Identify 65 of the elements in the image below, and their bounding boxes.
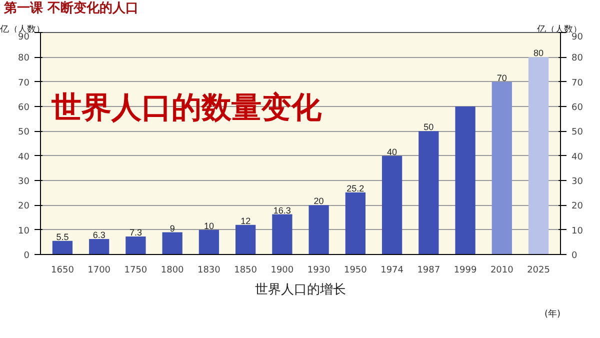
y-tick-label: 30 bbox=[18, 177, 30, 187]
y2-tick-label: 30 bbox=[572, 177, 584, 187]
y2-tick-label: 40 bbox=[572, 152, 584, 162]
y-tick-label: 10 bbox=[18, 226, 30, 236]
data-label: 10 bbox=[204, 220, 214, 231]
x-tick-label: 1950 bbox=[344, 266, 368, 276]
y2-tick-label: 80 bbox=[572, 54, 584, 64]
text: 世界人口的数量变化 bbox=[50, 90, 322, 126]
bar bbox=[162, 232, 182, 254]
data-label: 40 bbox=[387, 146, 398, 157]
y2-tick-label: 70 bbox=[572, 78, 584, 88]
data-label: 9 bbox=[170, 223, 175, 234]
x-tick-label: 2010 bbox=[490, 266, 514, 276]
y2-tick-label: 20 bbox=[572, 202, 584, 212]
data-label: 12 bbox=[240, 216, 251, 226]
y-tick-label: 20 bbox=[18, 202, 30, 212]
y2-tick-label: 50 bbox=[572, 128, 584, 138]
bar bbox=[492, 82, 512, 254]
text: 世界人口的增长 bbox=[255, 282, 346, 298]
x-tick-label: 1700 bbox=[88, 266, 111, 276]
y2-tick-label: 90 bbox=[572, 32, 584, 42]
bar bbox=[308, 205, 329, 254]
bar bbox=[455, 106, 476, 254]
y-tick-label: 40 bbox=[18, 152, 30, 162]
y2-tick-label: 60 bbox=[572, 103, 584, 113]
y-tick-label: 50 bbox=[18, 128, 30, 138]
bar bbox=[418, 131, 439, 254]
x-tick-label: 1999 bbox=[454, 266, 478, 276]
y-tick-label: 80 bbox=[18, 54, 30, 64]
data-label: 25.2 bbox=[346, 183, 364, 194]
x-tick-label: 1650 bbox=[51, 266, 74, 276]
data-label: 80 bbox=[534, 48, 544, 58]
bar bbox=[89, 238, 110, 254]
x-tick-label: 1830 bbox=[198, 266, 221, 276]
x-tick-label: 1987 bbox=[417, 266, 440, 276]
chart-title: 第一课 不断变化的人口 bbox=[4, 1, 139, 16]
bar bbox=[52, 240, 73, 254]
bar bbox=[345, 192, 366, 254]
y2-tick-label: 0 bbox=[572, 251, 578, 261]
data-label: 7.3 bbox=[129, 227, 142, 238]
x-tick-label: 1850 bbox=[234, 266, 258, 276]
x-tick-label: 1750 bbox=[124, 266, 148, 276]
x-axis-title: (年) bbox=[544, 308, 561, 320]
bar bbox=[382, 156, 402, 254]
data-label: 6.3 bbox=[92, 230, 106, 240]
data-label: 50 bbox=[424, 122, 434, 132]
y-tick-label: 90 bbox=[18, 32, 30, 42]
x-tick-label: 1974 bbox=[380, 266, 404, 276]
data-label: 5.5 bbox=[56, 232, 69, 242]
bar bbox=[126, 236, 146, 254]
y-tick-label: 60 bbox=[18, 103, 30, 113]
y2-tick-label: 10 bbox=[572, 226, 584, 236]
bar bbox=[236, 224, 256, 254]
x-tick-label: 2025 bbox=[527, 266, 550, 276]
x-tick-label: 1900 bbox=[270, 266, 294, 276]
x-tick-label: 1930 bbox=[307, 266, 331, 276]
y-tick-label: 0 bbox=[24, 251, 30, 261]
x-tick-label: 1800 bbox=[160, 266, 184, 276]
bar bbox=[528, 57, 549, 254]
data-label: 20 bbox=[314, 196, 324, 206]
bar bbox=[198, 230, 220, 254]
bar bbox=[272, 214, 292, 254]
y-tick-label: 70 bbox=[18, 78, 30, 88]
data-label: 16.3 bbox=[273, 205, 291, 216]
data-label: 70 bbox=[496, 72, 507, 83]
